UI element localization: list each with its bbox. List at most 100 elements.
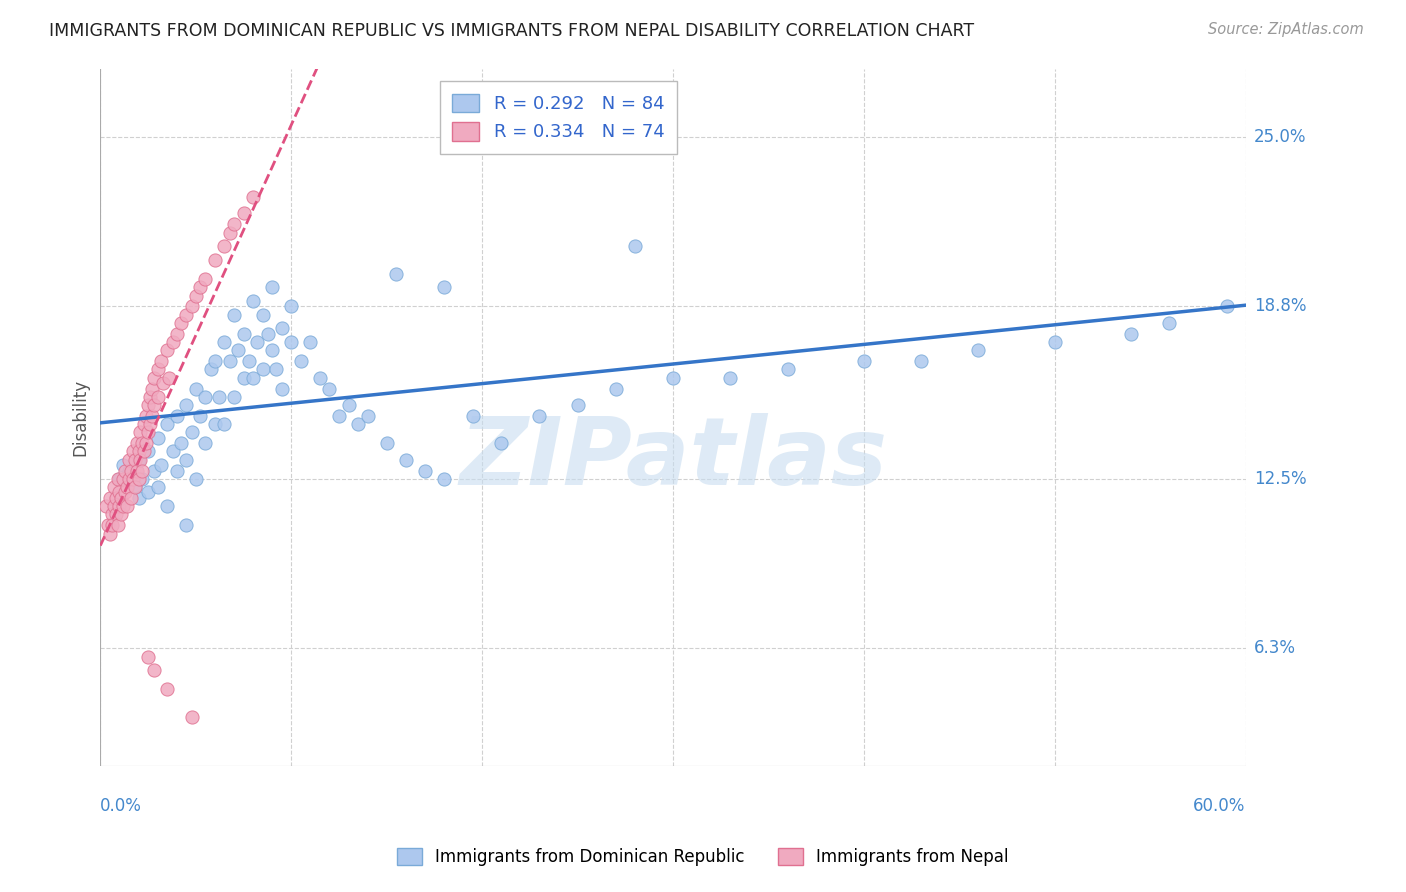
Point bbox=[200, 362, 222, 376]
Point bbox=[129, 425, 152, 440]
Point bbox=[1121, 326, 1143, 341]
Point bbox=[124, 480, 146, 494]
Point bbox=[718, 370, 741, 384]
Point bbox=[1159, 316, 1181, 330]
Point bbox=[135, 436, 157, 450]
Point bbox=[262, 343, 284, 358]
Point bbox=[433, 472, 456, 486]
Point bbox=[181, 710, 204, 724]
Point bbox=[150, 354, 173, 368]
Point bbox=[101, 518, 124, 533]
Point bbox=[194, 272, 217, 286]
Point bbox=[156, 417, 179, 431]
Point bbox=[270, 382, 292, 396]
Text: 18.8%: 18.8% bbox=[1254, 298, 1306, 316]
Text: 0.0%: 0.0% bbox=[100, 797, 142, 814]
Point bbox=[219, 226, 242, 240]
Point bbox=[128, 452, 150, 467]
Point bbox=[270, 321, 292, 335]
Text: Source: ZipAtlas.com: Source: ZipAtlas.com bbox=[1208, 22, 1364, 37]
Point bbox=[136, 444, 159, 458]
Point bbox=[246, 334, 269, 349]
Text: 60.0%: 60.0% bbox=[1194, 797, 1246, 814]
Text: 25.0%: 25.0% bbox=[1254, 128, 1306, 146]
Point bbox=[226, 343, 249, 358]
Point bbox=[142, 370, 165, 384]
Point bbox=[280, 300, 302, 314]
Point bbox=[94, 499, 117, 513]
Point bbox=[232, 326, 254, 341]
Point bbox=[204, 252, 226, 267]
Point bbox=[262, 280, 284, 294]
Point bbox=[142, 464, 165, 478]
Point bbox=[257, 326, 280, 341]
Point bbox=[141, 409, 163, 423]
Point bbox=[121, 472, 143, 486]
Point bbox=[112, 458, 135, 472]
Point bbox=[136, 425, 159, 440]
Point bbox=[110, 508, 132, 522]
Point bbox=[162, 334, 184, 349]
Point bbox=[166, 326, 188, 341]
Point bbox=[852, 354, 875, 368]
Point bbox=[184, 288, 207, 302]
Point bbox=[104, 491, 127, 505]
Point bbox=[328, 409, 350, 423]
Point bbox=[461, 409, 484, 423]
Point bbox=[188, 409, 211, 423]
Point bbox=[204, 417, 226, 431]
Point bbox=[166, 409, 188, 423]
Point bbox=[184, 472, 207, 486]
Point bbox=[146, 390, 169, 404]
Point bbox=[194, 436, 217, 450]
Legend: Immigrants from Dominican Republic, Immigrants from Nepal: Immigrants from Dominican Republic, Immi… bbox=[388, 840, 1018, 875]
Point bbox=[375, 436, 398, 450]
Point bbox=[605, 382, 627, 396]
Point bbox=[489, 436, 512, 450]
Text: 6.3%: 6.3% bbox=[1254, 640, 1296, 657]
Point bbox=[208, 390, 231, 404]
Point bbox=[120, 491, 142, 505]
Point bbox=[252, 308, 274, 322]
Point bbox=[107, 472, 129, 486]
Point bbox=[299, 334, 322, 349]
Point bbox=[104, 508, 127, 522]
Point bbox=[136, 398, 159, 412]
Point bbox=[146, 362, 169, 376]
Point bbox=[169, 316, 191, 330]
Point bbox=[162, 444, 184, 458]
Point bbox=[169, 436, 191, 450]
Point bbox=[204, 354, 226, 368]
Point bbox=[146, 480, 169, 494]
Point bbox=[98, 491, 121, 505]
Point bbox=[238, 354, 260, 368]
Point bbox=[433, 280, 456, 294]
Point bbox=[118, 464, 141, 478]
Point bbox=[214, 417, 236, 431]
Point bbox=[174, 308, 197, 322]
Point bbox=[150, 458, 173, 472]
Point bbox=[146, 431, 169, 445]
Point bbox=[413, 464, 436, 478]
Point bbox=[232, 206, 254, 220]
Point bbox=[356, 409, 378, 423]
Point bbox=[98, 526, 121, 541]
Point bbox=[114, 485, 136, 500]
Point bbox=[1215, 300, 1237, 314]
Point bbox=[567, 398, 589, 412]
Point bbox=[662, 370, 685, 384]
Point bbox=[222, 308, 245, 322]
Point bbox=[115, 499, 138, 513]
Point bbox=[103, 480, 125, 494]
Point bbox=[139, 390, 162, 404]
Point bbox=[174, 452, 197, 467]
Point bbox=[103, 499, 125, 513]
Point bbox=[139, 417, 162, 431]
Point bbox=[214, 334, 236, 349]
Point bbox=[110, 491, 132, 505]
Point bbox=[136, 485, 159, 500]
Point bbox=[128, 472, 150, 486]
Point bbox=[232, 370, 254, 384]
Point bbox=[157, 370, 180, 384]
Point bbox=[121, 444, 143, 458]
